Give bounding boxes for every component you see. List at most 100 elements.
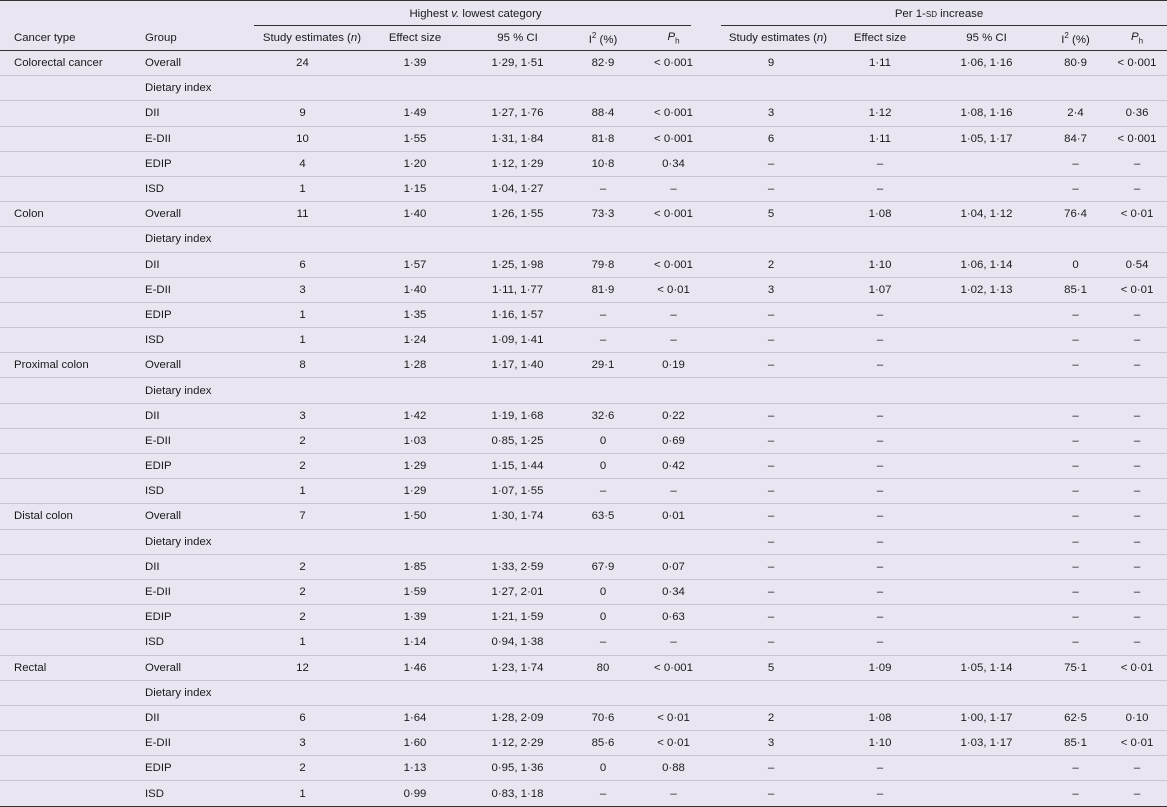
- cell-group: ISD: [141, 478, 240, 505]
- cell-effect-size: –: [831, 579, 930, 606]
- cell-study-estimates: [240, 377, 365, 404]
- cell-cancer-type: [0, 428, 141, 455]
- table-row: E-DII 3 1·40 1·11, 1·77 81·9 < 0·01 3 1·07 1·02,…: [0, 277, 1167, 303]
- cell-study-estimates: –: [711, 755, 832, 782]
- cell-95ci: 0·83, 1·18: [491, 787, 544, 800]
- cell-effect-size: 1·20: [365, 151, 465, 177]
- cell-ph: < 0·001: [636, 655, 712, 681]
- cell-study-estimates: [711, 680, 832, 706]
- col-header-cancer-type: Cancer type: [0, 26, 141, 51]
- cell-group: EDIP: [141, 453, 240, 480]
- cell-effect-size: [831, 226, 930, 253]
- table-row: Dietary index: [0, 377, 1167, 404]
- cell-ph: < 0·01: [636, 705, 712, 732]
- cell-cancer-type: [0, 100, 141, 127]
- cell-95ci: 1·00, 1·17: [929, 705, 1045, 732]
- cell-95ci: [929, 629, 1045, 656]
- cell-95ci: 1·29, 1·51: [465, 50, 570, 77]
- table-row: Dietary index – – – –: [0, 529, 1167, 555]
- cell-study-estimates: –: [711, 478, 832, 505]
- cell-study-estimates: 3: [711, 277, 832, 303]
- cell-95ci: [929, 604, 1045, 631]
- cell-95ci: 1·11, 1·77: [465, 277, 570, 303]
- cell-ph: –: [1107, 403, 1167, 429]
- cell-i2: –: [570, 302, 636, 329]
- table-row: DII 6 1·64 1·28, 2·09 70·6 < 0·01 2 1·08 1·00, 1…: [0, 705, 1167, 732]
- cell-95ci: [929, 478, 1045, 505]
- cell-effect-size: 1·12: [831, 100, 930, 127]
- cell-i2: 76·4: [1044, 201, 1108, 228]
- cell-effect-size: 1·07: [831, 277, 930, 303]
- cell-study-estimates: 5: [711, 201, 832, 228]
- cell-95ci: 1·31, 1·84: [465, 126, 570, 152]
- cell-effect-size: [831, 680, 930, 706]
- cell-i2: –: [1044, 151, 1108, 177]
- cell-effect-size: –: [831, 478, 930, 505]
- cell-95ci: 1·16, 1·57: [465, 302, 570, 329]
- cell-study-estimates: [240, 226, 365, 253]
- cell-study-estimates: 10: [240, 126, 365, 152]
- cell-effect-size: 1·50: [365, 503, 465, 530]
- cell-ph: –: [636, 629, 712, 656]
- cell-ph: 0·36: [1107, 100, 1167, 127]
- cell-i2: 70·6: [570, 705, 636, 732]
- cell-ph: < 0·001: [636, 100, 712, 127]
- cell-study-estimates: 3: [711, 100, 832, 127]
- table-row: DII 6 1·57 1·25, 1·98 79·8 < 0·001 2 1·10 1·06, …: [0, 252, 1167, 278]
- cell-95ci: 1·03, 1·17: [929, 730, 1045, 757]
- cell-cancer-type: [0, 151, 141, 177]
- cell-i2: 0: [570, 579, 636, 606]
- cell-95ci: [929, 151, 1045, 177]
- cell-ph: –: [1107, 529, 1167, 555]
- cell-cancer-type: [0, 126, 141, 152]
- cell-cancer-type: [0, 75, 141, 102]
- cell-study-estimates: 2: [240, 453, 365, 480]
- cell-ph: 0·01: [636, 503, 712, 530]
- cell-group: DII: [141, 705, 240, 732]
- cell-95ci: [929, 75, 1045, 102]
- cell-effect-size: –: [831, 529, 930, 555]
- cell-effect-size: 1·11: [831, 50, 930, 77]
- cell-cancer-type: [0, 680, 141, 706]
- cell-study-estimates: 3: [240, 403, 365, 429]
- table-row: Colon Overall 11 1·40 1·26, 1·55 73·3 < 0·001 5…: [0, 201, 1167, 228]
- cell-ph: –: [1107, 453, 1167, 480]
- cell-cancer-type: [0, 579, 141, 606]
- cell-i2: 63·5: [570, 503, 636, 530]
- cell-ph: –: [1107, 629, 1167, 656]
- cell-effect-size: –: [831, 629, 930, 656]
- cell-effect-size: –: [831, 755, 930, 782]
- header-spacer: [141, 1, 240, 27]
- col-header-i2: I2 (%): [1044, 26, 1108, 51]
- cell-effect-size: 1·10: [831, 730, 930, 757]
- table-row: Dietary index: [0, 75, 1167, 102]
- cell-i2: [1044, 75, 1108, 102]
- cell-group: EDIP: [141, 755, 240, 782]
- cell-95ci: [929, 176, 1045, 203]
- cell-group: ISD: [141, 327, 240, 354]
- cell-study-estimates: –: [711, 579, 832, 606]
- cell-95ci: 1·06, 1·14: [929, 252, 1045, 278]
- cell-95ci: [465, 529, 570, 555]
- cell-study-estimates: 8: [240, 352, 365, 379]
- cell-ph: 0·69: [636, 428, 712, 455]
- cell-95ci: [929, 680, 1045, 706]
- cell-group: EDIP: [141, 151, 240, 177]
- cell-ph: [636, 75, 712, 102]
- cell-effect-size: 1·29: [365, 478, 465, 505]
- cell-ph: –: [636, 327, 712, 354]
- cell-i2: –: [1044, 529, 1108, 555]
- cell-ph: [1107, 75, 1167, 102]
- cell-95ci: 1·12, 1·29: [465, 151, 570, 177]
- cell-i2: 0: [570, 755, 636, 782]
- cell-ph: [1107, 377, 1167, 404]
- table-row: DII 9 1·49 1·27, 1·76 88·4 < 0·001 3 1·12 1·08, …: [0, 100, 1167, 127]
- cell-i2: 73·3: [570, 201, 636, 228]
- cell-i2: 0: [570, 604, 636, 631]
- cell-group: Overall: [141, 503, 240, 530]
- table-row: ISD 1 1·15 1·04, 1·27– – – – – –: [0, 176, 1167, 203]
- cell-effect-size: 1·59: [365, 579, 465, 606]
- col-header-95ci: 95 % CI: [465, 26, 570, 51]
- cell-study-estimates: 1: [240, 327, 365, 354]
